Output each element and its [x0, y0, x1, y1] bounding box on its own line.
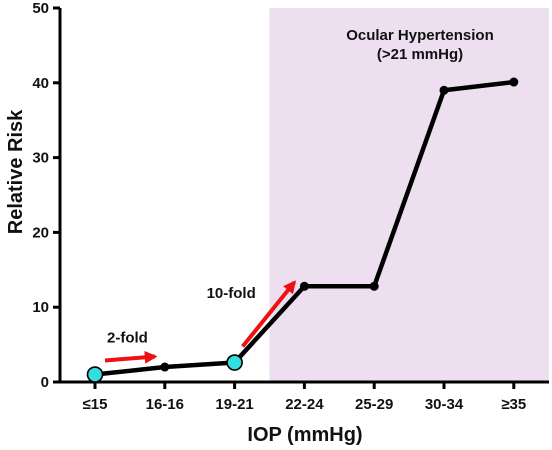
y-tick-label: 40 [32, 75, 49, 92]
y-tick-label: 10 [32, 299, 49, 316]
ten-fold-label: 10-fold [207, 285, 256, 302]
ocular-hypertension-region [269, 8, 549, 382]
data-point [509, 77, 519, 87]
highlight-point [86, 366, 104, 383]
highlight-point [226, 354, 243, 371]
two-fold-label: 2-fold [107, 330, 148, 347]
region-label-line2: (>21 mmHg) [377, 46, 463, 63]
x-tick-label: 25-29 [355, 396, 393, 413]
data-series [86, 77, 519, 383]
x-tick-label: 19-21 [215, 396, 253, 413]
region-label-line1: Ocular Hypertension [346, 27, 494, 44]
y-axis-title: Relative Risk [5, 109, 27, 234]
y-tick-label: 50 [32, 0, 49, 17]
x-tick-label: 30-34 [425, 396, 464, 413]
x-tick-label: 22-24 [285, 396, 324, 413]
x-axis-title: IOP (mmHg) [247, 424, 362, 446]
y-tick-label: 20 [32, 224, 49, 241]
annotations: 2-fold 10-fold [104, 280, 297, 364]
x-tick-label: ≤15 [83, 396, 108, 413]
y-tick-label: 30 [32, 150, 49, 167]
ten-fold-arrow [241, 280, 297, 348]
data-point [369, 281, 379, 291]
x-tick-label: 16-16 [146, 396, 184, 413]
two-fold-arrow [104, 350, 158, 364]
data-point [160, 362, 170, 372]
x-tick-label: ≥35 [501, 396, 526, 413]
y-tick-label: 0 [41, 374, 49, 391]
tick-marks-and-labels: 0 10 20 30 40 50 ≤15 16-16 19-21 22-24 25-29 30-34 ≥… [32, 0, 526, 413]
data-point [299, 281, 309, 291]
data-point [439, 85, 449, 95]
